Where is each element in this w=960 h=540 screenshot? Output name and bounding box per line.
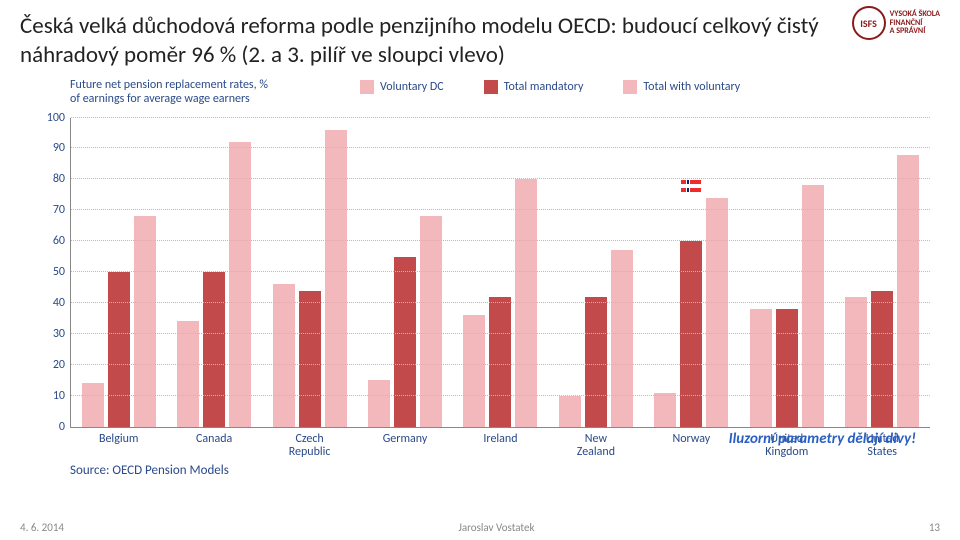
bar-mand [394,257,416,427]
x-tick-label: Canada [166,427,261,446]
chart-legend: Voluntary DC Total mandatory Total with … [360,80,740,94]
y-tick-label: 80 [31,172,65,186]
x-tick-label: Ireland [453,427,548,446]
gridline [71,395,930,396]
bar-vol [845,297,867,427]
gridline [71,302,930,303]
slide-title: Česká velká důchodová reforma podle penz… [20,12,940,70]
bar-groups: BelgiumCanadaCzechRepublicGermanyIreland… [71,118,930,427]
bar-mand [871,291,893,427]
y-tick-label: 90 [31,141,65,155]
y-tick-label: 50 [31,265,65,279]
bar-vol [273,284,295,426]
gridline [71,147,930,148]
bar-vol [654,393,676,427]
bar-mand [585,297,607,427]
bar-mand [299,291,321,427]
gridline [71,240,930,241]
norway-flag-icon [681,180,701,192]
slide: ISFS VYSOKÁ ŠKOLA FINANČNÍ A SPRÁVNÍ Čes… [0,0,960,540]
legend-swatch-icon [360,80,374,94]
institution-logo: ISFS VYSOKÁ ŠKOLA FINANČNÍ A SPRÁVNÍ [852,6,940,40]
legend-item: Total mandatory [484,80,584,94]
logo-line3: A SPRÁVNÍ [890,27,940,36]
x-tick-label: CzechRepublic [262,427,357,459]
gridline [71,178,930,179]
legend-label: Voluntary DC [380,80,444,94]
logo-mark: ISFS [852,6,886,40]
bar-group: Norway [644,118,739,427]
bar-total [325,130,347,427]
legend-label: Total mandatory [504,80,584,94]
bar-mand [203,272,225,427]
chart-area: Future net pension replacement rates, % … [20,78,940,478]
chart-desc-line1: Future net pension replacement rates, % [70,78,268,92]
bar-total [706,198,728,427]
y-tick-label: 100 [31,111,65,125]
y-tick-label: 60 [31,234,65,248]
bar-group: UnitedKingdom [739,118,834,427]
bar-total [611,250,633,426]
y-tick-label: 70 [31,203,65,217]
bar-total [515,179,537,426]
legend-item: Voluntary DC [360,80,444,94]
bar-mand [776,309,798,426]
gridline [71,333,930,334]
bar-group: Germany [357,118,452,427]
legend-swatch-icon [484,80,498,94]
legend-label: Total with voluntary [643,80,740,94]
chart-plot: BelgiumCanadaCzechRepublicGermanyIreland… [70,118,930,428]
gridline [71,271,930,272]
x-tick-label: Norway [644,427,739,446]
bar-vol [368,380,390,426]
bar-vol [177,321,199,426]
chart-source: Source: OECD Pension Models [70,463,229,478]
footer-page: 13 [929,521,940,534]
bar-group: Canada [166,118,261,427]
bar-group: Belgium [71,118,166,427]
chart-note: Iluzorní parametry dělají divy! [729,430,916,448]
bar-group: Ireland [453,118,548,427]
y-tick-label: 10 [31,389,65,403]
y-tick-label: 30 [31,327,65,341]
bar-mand [108,272,130,427]
gridline [71,117,930,118]
bar-total [229,142,251,426]
slide-footer: 4. 6. 2014 Jaroslav Vostatek 13 [20,521,940,534]
chart-desc-line2: of earnings for average wage earners [70,92,268,106]
bar-total [802,185,824,426]
gridline [71,209,930,210]
y-tick-label: 0 [31,420,65,434]
bar-mand [489,297,511,427]
bar-total [897,155,919,427]
x-tick-label: NewZealand [548,427,643,459]
legend-swatch-icon [623,80,637,94]
chart-description: Future net pension replacement rates, % … [70,78,268,107]
bar-group: NewZealand [548,118,643,427]
y-tick-label: 40 [31,296,65,310]
legend-item: Total with voluntary [623,80,740,94]
bar-group: CzechRepublic [262,118,357,427]
footer-date: 4. 6. 2014 [20,521,64,534]
footer-author: Jaroslav Vostatek [458,521,534,534]
y-tick-label: 20 [31,358,65,372]
bar-vol [559,396,581,427]
gridline [71,364,930,365]
logo-text: VYSOKÁ ŠKOLA FINANČNÍ A SPRÁVNÍ [890,10,940,36]
bar-group: UnitedStates [835,118,930,427]
bar-vol [750,309,772,426]
bar-vol [82,383,104,426]
x-tick-label: Germany [357,427,452,446]
x-tick-label: Belgium [71,427,166,446]
